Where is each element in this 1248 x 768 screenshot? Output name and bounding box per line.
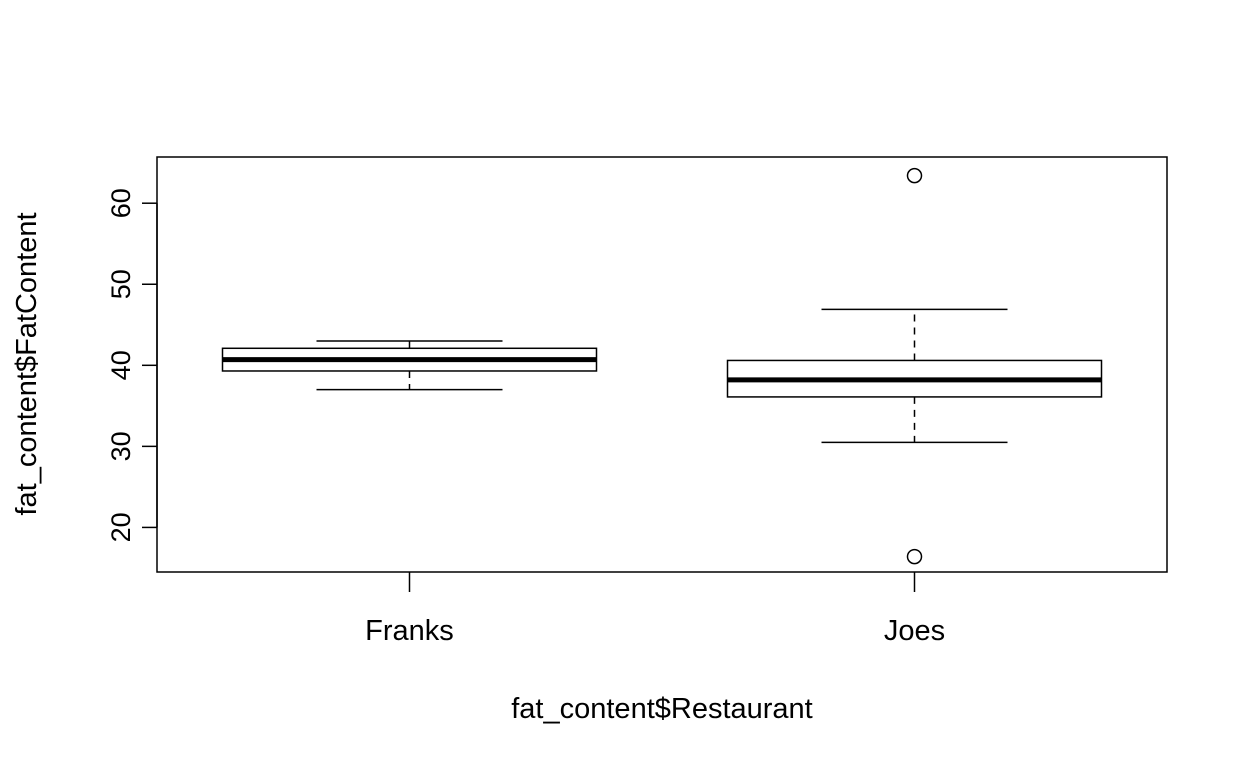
y-tick-label: 20 — [106, 512, 136, 542]
y-tick-label: 50 — [106, 269, 136, 299]
x-tick-label: Franks — [365, 615, 454, 647]
y-tick-label: 40 — [106, 350, 136, 380]
y-axis: 20 30 40 50 60 — [106, 188, 158, 542]
outlier-point — [906, 167, 923, 184]
y-axis-label: fat_content$FatContent — [11, 212, 43, 515]
x-axis-label: fat_content$Restaurant — [511, 693, 812, 725]
box-joes — [726, 167, 1103, 565]
y-tick-label: 60 — [106, 188, 136, 218]
boxes-layer — [221, 167, 1103, 565]
x-tick-label: Joes — [884, 615, 945, 647]
outlier-point — [906, 548, 923, 565]
box-franks — [221, 340, 598, 391]
y-tick-label: 30 — [106, 431, 136, 461]
x-axis: Franks Joes — [365, 572, 945, 647]
